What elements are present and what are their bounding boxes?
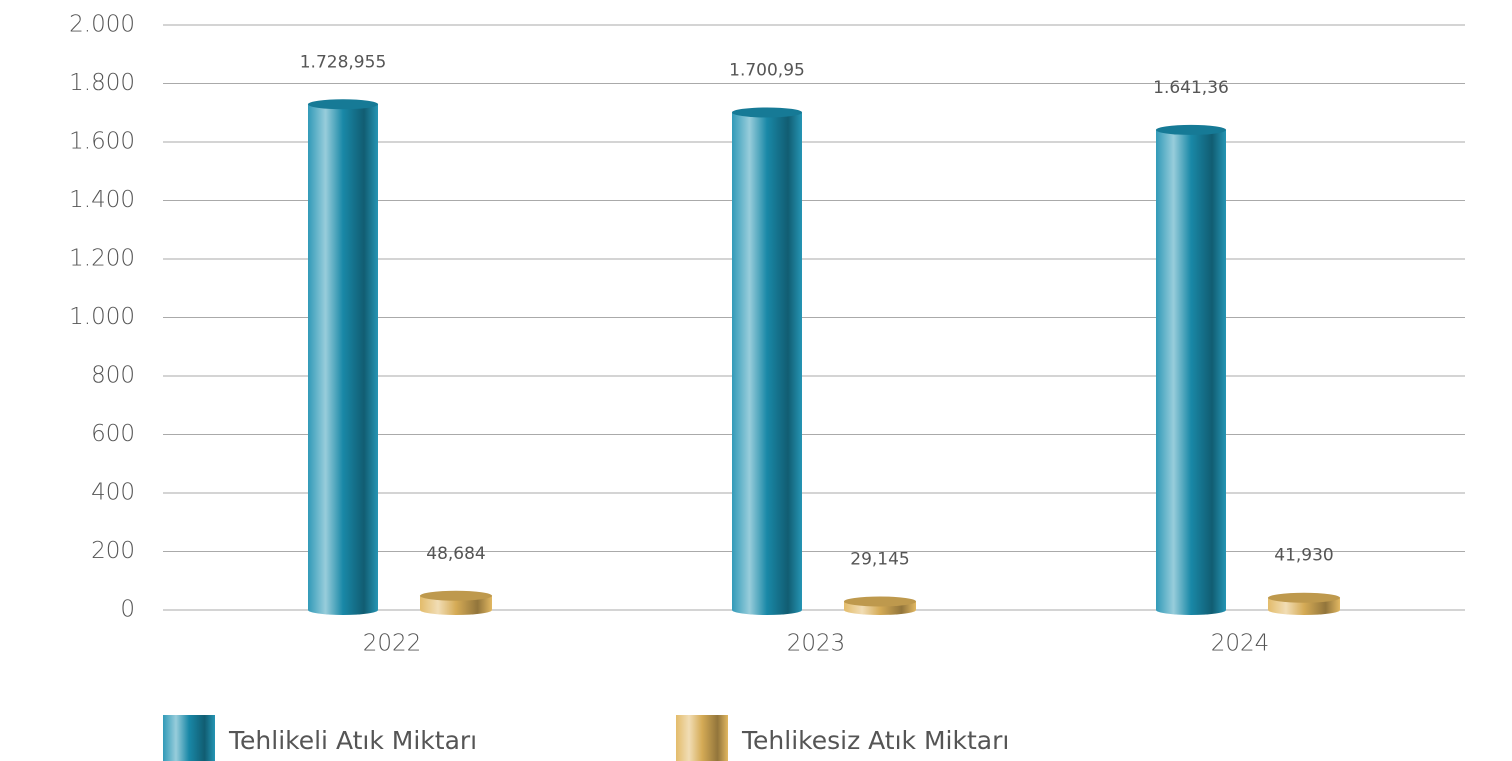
legend-label: Tehlikeli Atık Miktarı: [228, 726, 477, 755]
y-tick-label: 0: [120, 597, 135, 623]
y-tick-label: 400: [91, 480, 135, 506]
bar-body: [308, 104, 378, 615]
bar-top: [732, 107, 802, 118]
y-tick-label: 1.200: [69, 246, 135, 272]
value-label: 1.641,36: [1153, 78, 1229, 98]
bar: [420, 590, 492, 615]
y-tick-label: 2.000: [69, 12, 135, 38]
x-tick-label: 2022: [363, 631, 422, 657]
y-tick-label: 1.000: [69, 304, 135, 330]
bar-top: [844, 596, 916, 607]
bar: [1156, 124, 1226, 615]
x-tick-label: 2023: [787, 631, 846, 657]
bar-top: [1268, 592, 1340, 603]
bar-top: [308, 99, 378, 110]
y-tick-label: 800: [91, 363, 135, 389]
legend-swatch: [676, 715, 728, 761]
y-tick-label: 1.800: [69, 70, 135, 96]
y-tick-label: 1.400: [69, 187, 135, 213]
bar: [732, 107, 802, 616]
bar-top: [420, 590, 492, 601]
y-tick-label: 600: [91, 421, 135, 447]
bar-body: [732, 112, 802, 616]
bar: [1268, 592, 1340, 615]
y-tick-label: 1.600: [69, 129, 135, 155]
bar: [308, 99, 378, 615]
bar-body: [1156, 129, 1226, 615]
value-label: 29,145: [850, 549, 909, 569]
legend-swatch: [163, 715, 215, 761]
bar: [844, 596, 916, 615]
value-label: 41,930: [1274, 546, 1333, 566]
bar-top: [1156, 124, 1226, 135]
x-tick-label: 2024: [1211, 631, 1270, 657]
y-tick-label: 200: [91, 538, 135, 564]
value-label: 48,684: [426, 544, 485, 564]
legend-label: Tehlikesiz Atık Miktarı: [741, 726, 1009, 755]
value-label: 1.700,95: [729, 60, 805, 80]
value-label: 1.728,955: [300, 52, 387, 72]
bar-body: [420, 595, 492, 615]
